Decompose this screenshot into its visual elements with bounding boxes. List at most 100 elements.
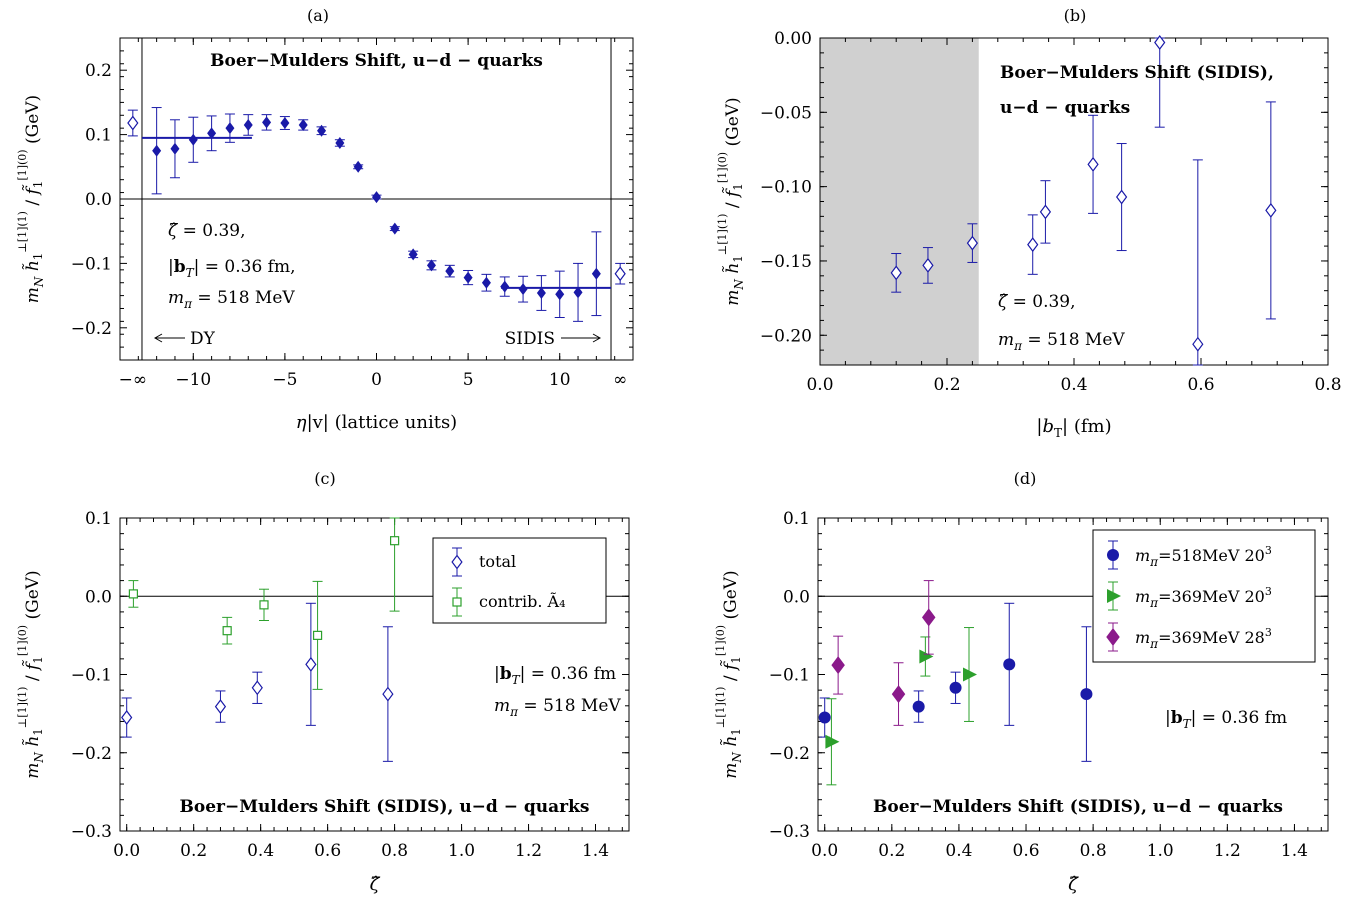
chart-title: Boer−Mulders Shift, u−d − quarks (210, 51, 543, 71)
y-tick-label: −0.3 (769, 822, 810, 842)
legend-label: mπ=518MeV 203 (1135, 544, 1272, 569)
x-tick-label: 0 (371, 370, 382, 390)
x-tick-label: 5 (463, 370, 474, 390)
series-1 (825, 627, 977, 786)
legend-box (1092, 529, 1316, 663)
data-point (555, 288, 565, 301)
data-point (1116, 189, 1128, 205)
data-point (152, 144, 162, 157)
legend-label: contrib. Ã₄ (479, 591, 565, 611)
annotation-mpi: mπ = 518 MeV (494, 696, 621, 719)
data-point (317, 124, 327, 137)
panel-label: (c) (314, 469, 335, 488)
data-point (614, 266, 626, 282)
data-point (251, 680, 263, 696)
panel-d: (d) 0.0 0.2 0.4 0.6 0.8 1.0 1.2 1.4 0.1 0.0 −0.1 −0.… (714, 469, 1329, 895)
panel-label: (a) (307, 6, 329, 25)
y-tick-label: −0.20 (760, 326, 812, 346)
annotation-bt: |bT| = 0.36 fm, (168, 257, 296, 280)
x-tick-label: 1.0 (448, 841, 475, 861)
x-tick-label: 0.2 (878, 841, 905, 861)
legend-marker (1107, 589, 1121, 603)
y-axis-label: mN h̃1⊥[1](1) / f̃1[1](0) (GeV) (716, 97, 746, 305)
panel-b: (b) 0.0 0.2 0.4 0.6 0.8 0.00 −0.05 −0.10 −0.15 −0.… (716, 6, 1342, 440)
series-2 (831, 580, 936, 726)
chart-title: Boer−Mulders Shift (SIDIS), u−d − quarks (873, 797, 1283, 817)
annotation-bt: |bT| = 0.36 fm (494, 664, 616, 687)
x-tick-label: 0.8 (1314, 375, 1341, 395)
x-tick-label: 0.6 (1013, 841, 1040, 861)
data-point (1087, 156, 1099, 172)
x-tick-label: 1.2 (515, 841, 542, 861)
x-special-tick-label: ∞ (613, 370, 627, 390)
x-special-tick-label: −∞ (119, 370, 147, 390)
y-tick-label: 0.0 (783, 587, 810, 607)
data-point (518, 283, 528, 296)
y-tick-label: −0.2 (769, 744, 810, 764)
y-tick-label: 0.1 (85, 509, 112, 529)
y-tick-label: −0.10 (760, 178, 812, 198)
y-tick-label: 0.1 (85, 126, 112, 146)
data-point (591, 267, 601, 280)
data-point (825, 734, 840, 749)
annotation-mpi: mπ = 518 MeV (998, 330, 1125, 353)
x-tick-label: 0.4 (247, 841, 274, 861)
legend-label: mπ=369MeV 203 (1135, 585, 1272, 610)
y-tick-label: −0.1 (71, 254, 112, 274)
data-point (389, 536, 400, 546)
data-point (225, 122, 235, 135)
data-point (912, 700, 925, 713)
data-point (188, 133, 198, 146)
x-tick-label: 0.0 (806, 375, 833, 395)
x-tick-label: −10 (175, 370, 211, 390)
data-point (536, 287, 546, 300)
x-tick-label: −5 (272, 370, 297, 390)
x-tick-label: 0.6 (314, 841, 341, 861)
series-0 (151, 107, 602, 322)
data-point (312, 630, 323, 640)
data-point (382, 686, 394, 702)
series-0 (818, 602, 1093, 762)
data-point (921, 608, 936, 627)
data-point (121, 710, 133, 726)
data-point (170, 142, 180, 155)
data-point (390, 222, 400, 235)
data-point (818, 711, 831, 724)
data-point (280, 117, 290, 130)
sidis-arrowhead (592, 333, 602, 343)
data-point (214, 699, 227, 715)
sidis-label: SIDIS (505, 329, 555, 349)
x-tick-label: 0.6 (1187, 375, 1214, 395)
y-tick-label: −0.2 (71, 744, 112, 764)
data-point (919, 649, 934, 664)
series-1 (128, 517, 400, 690)
x-tick-label: 1.0 (1147, 841, 1174, 861)
x-axis-label: ζ̂ (370, 874, 381, 895)
legend-marker (452, 597, 462, 607)
legend-label: total (479, 552, 516, 571)
data-point (445, 265, 455, 278)
annotation-bt: |bT| = 0.36 fm (1165, 708, 1287, 731)
data-point (408, 248, 418, 261)
series-1 (127, 109, 626, 285)
data-point (259, 600, 269, 610)
data-point (243, 118, 253, 131)
y-tick-label: 0.0 (85, 190, 112, 210)
data-point (891, 685, 906, 704)
legend-marker (1106, 628, 1120, 646)
data-point (335, 136, 345, 149)
data-point (1192, 336, 1204, 352)
data-point (500, 280, 510, 293)
annotation-mpi: mπ = 518 MeV (168, 288, 295, 311)
x-tick-label: 0.2 (933, 375, 960, 395)
legend-marker (451, 554, 463, 570)
y-tick-label: 0.1 (783, 509, 810, 529)
legend-box (432, 537, 607, 624)
y-axis-label: mN h̃1⊥[1](1) / f̃1[1](0) (GeV) (16, 570, 46, 778)
data-point (353, 160, 363, 173)
dy-arrowhead (153, 333, 163, 343)
legend: total contrib. Ã₄ (432, 537, 607, 624)
data-point (222, 626, 232, 636)
y-tick-label: 0.2 (85, 61, 112, 81)
